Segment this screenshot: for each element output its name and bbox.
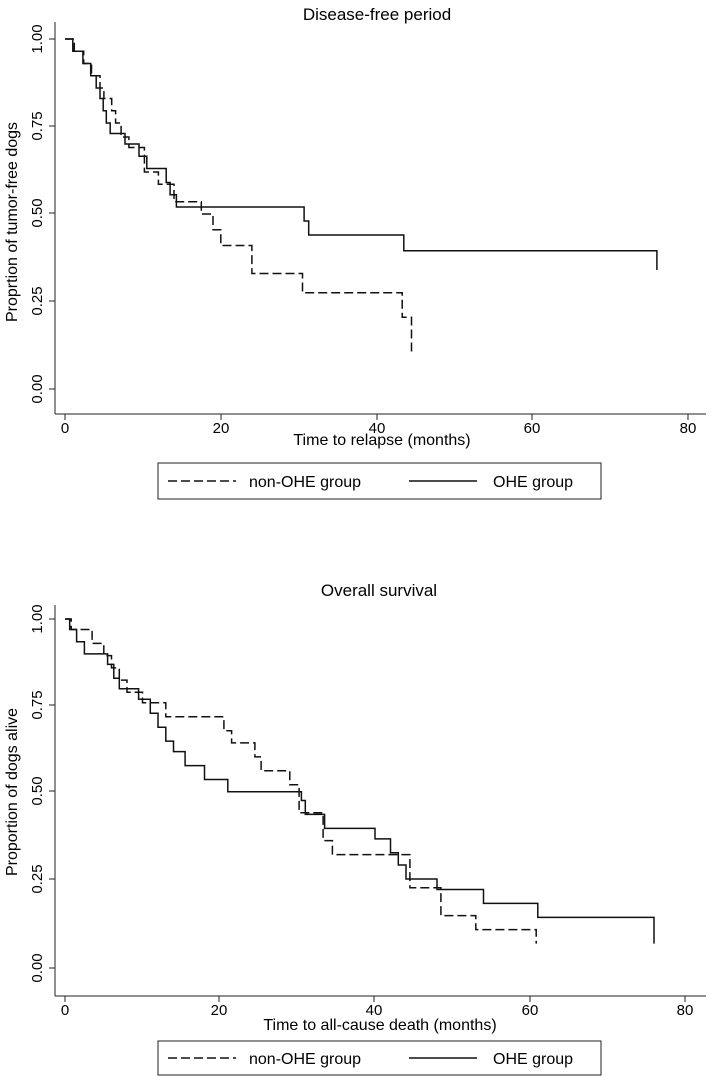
y-ticks: 0.00 0.25 0.50 0.75 1.00 — [29, 604, 55, 983]
x-tick-label: 60 — [522, 1002, 539, 1019]
y-tick-label: 0.50 — [29, 776, 46, 805]
x-tick-label: 40 — [366, 1002, 383, 1019]
panel-disease-free: Disease-free period Proprtion of tumor-f… — [4, 5, 706, 500]
legend-box — [157, 462, 602, 500]
y-tick-label: 0.75 — [29, 111, 46, 140]
legend: non-OHE group OHE group — [157, 1040, 602, 1076]
x-tick-label: 20 — [211, 1002, 228, 1019]
x-tick-label: 40 — [369, 420, 386, 437]
x-tick-label: 60 — [524, 420, 541, 437]
ohe-curve — [65, 618, 655, 944]
non-ohe-curve — [65, 38, 413, 354]
y-axis-label: Proportion of dogs alive — [4, 708, 21, 876]
x-axis-label: Time to relapse (months) — [293, 432, 470, 449]
y-tick-label: 0.25 — [29, 286, 46, 315]
x-tick-label: 0 — [61, 1002, 69, 1019]
y-tick-label: 0.00 — [29, 953, 46, 982]
x-tick-label: 0 — [61, 420, 69, 437]
legend: non-OHE group OHE group — [157, 462, 602, 500]
legend-label-ohe: OHE group — [493, 1051, 573, 1068]
legend-label-non-ohe: non-OHE group — [249, 1051, 361, 1068]
x-tick-label: 80 — [680, 420, 697, 437]
panel-overall-survival: Overall survival Proportion of dogs aliv… — [4, 581, 706, 1076]
y-tick-label: 1.00 — [29, 604, 46, 633]
x-ticks: 0 20 40 60 80 — [61, 996, 694, 1019]
x-tick-label: 20 — [213, 420, 230, 437]
legend-label-ohe: OHE group — [493, 474, 573, 491]
y-tick-label: 0.25 — [29, 864, 46, 893]
y-tick-label: 0.00 — [29, 374, 46, 403]
non-ohe-curve — [65, 618, 537, 944]
ohe-curve — [65, 38, 658, 270]
chart-title: Disease-free period — [303, 5, 451, 24]
y-tick-label: 1.00 — [29, 24, 46, 53]
legend-box — [157, 1040, 602, 1076]
x-tick-label: 80 — [677, 1002, 694, 1019]
y-tick-label: 0.75 — [29, 690, 46, 719]
legend-label-non-ohe: non-OHE group — [249, 474, 361, 491]
x-ticks: 0 20 40 60 80 — [61, 414, 697, 437]
chart-title: Overall survival — [321, 581, 437, 600]
x-axis-label: Time to all-cause death (months) — [263, 1017, 496, 1034]
y-tick-label: 0.50 — [29, 198, 46, 227]
y-ticks: 0.00 0.25 0.50 0.75 1.00 — [29, 24, 55, 404]
y-axis-label: Proprtion of tumor-free dogs — [4, 122, 21, 322]
